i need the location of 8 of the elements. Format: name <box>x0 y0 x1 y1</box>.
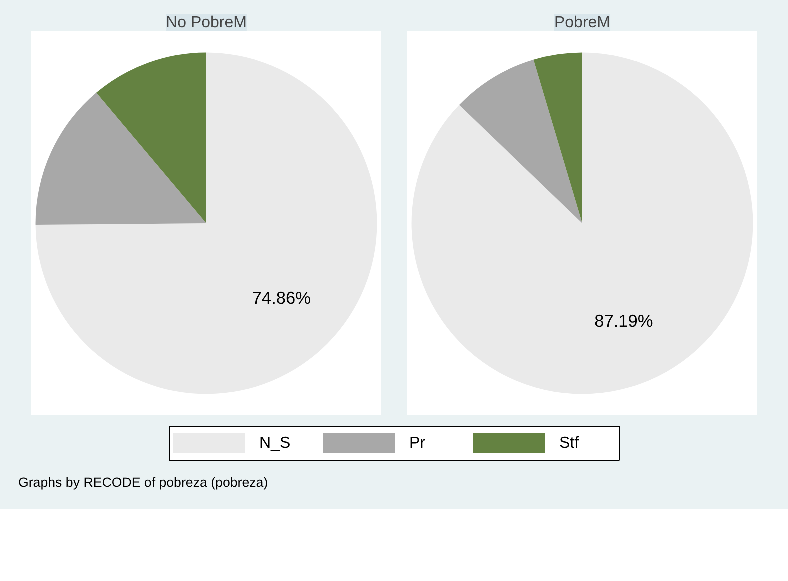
slice-label: No PobreM <box>166 14 247 32</box>
text: Graphs by RECODE of pobreza (pobreza) <box>18 475 268 490</box>
data-label: 74.86% <box>252 288 312 308</box>
slice-label: PobreM <box>554 14 611 32</box>
legend-label: Pr <box>410 435 426 452</box>
legend-label: Stf <box>560 435 580 452</box>
data-label: 87.19% <box>594 310 654 331</box>
legend-label: N_S <box>260 435 291 452</box>
